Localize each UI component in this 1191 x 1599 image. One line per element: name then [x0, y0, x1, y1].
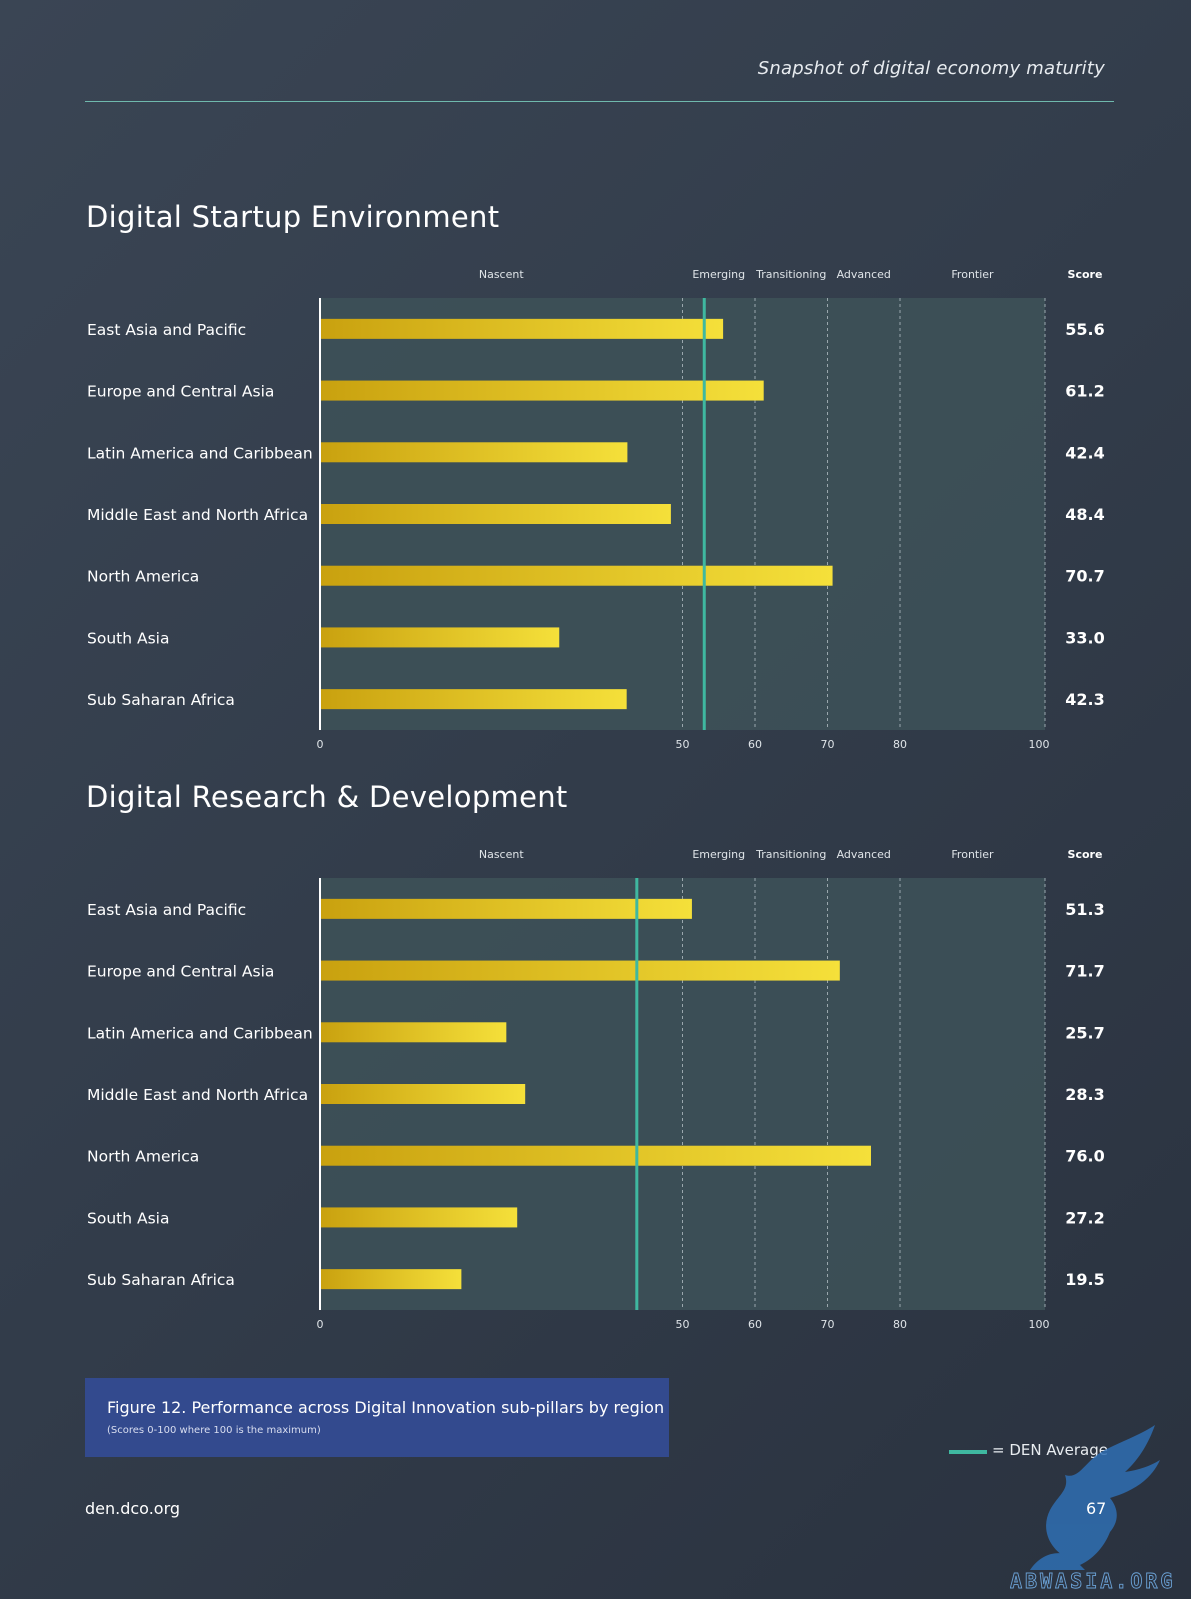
value-label: 55.6 [1065, 320, 1104, 339]
band-label-advanced: Advanced [837, 848, 891, 861]
score-header: Score [1068, 848, 1103, 861]
category-label: North America [87, 1148, 199, 1166]
category-label: Europe and Central Asia [87, 963, 274, 981]
category-label: North America [87, 568, 199, 586]
bar [320, 898, 692, 919]
category-label: Middle East and North Africa [87, 1086, 308, 1104]
chart-startup-environment: Nascent Emerging Transitioning Advanced Fron… [87, 268, 1105, 750]
bar [320, 689, 627, 710]
watermark: ABWASIA.ORG [1010, 1425, 1175, 1593]
category-label: Sub Saharan Africa [87, 691, 235, 709]
caption-title: Figure 12. Performance across Digital In… [107, 1398, 665, 1417]
bar [320, 627, 560, 648]
bar [320, 1269, 462, 1290]
score-header: Score [1068, 268, 1103, 281]
tick-label-60: 60 [748, 1318, 762, 1330]
tick-label-60: 60 [748, 738, 762, 750]
bar [320, 1022, 507, 1043]
value-label: 28.3 [1065, 1085, 1104, 1104]
band-label-frontier: Frontier [951, 268, 994, 281]
value-label: 19.5 [1065, 1270, 1104, 1289]
watermark-text: ABWASIA.ORG [1010, 1569, 1175, 1593]
header-divider [85, 101, 1114, 102]
category-label: South Asia [87, 629, 169, 647]
band-label-frontier: Frontier [951, 848, 994, 861]
chart-title-rnd: Digital Research & Development [86, 780, 568, 814]
chart-title-startup: Digital Startup Environment [86, 200, 500, 234]
value-label: 48.4 [1065, 505, 1104, 524]
bar [320, 504, 671, 524]
footer-url: den.dco.org [85, 1499, 181, 1518]
tick-label-100: 100 [1029, 738, 1050, 750]
category-label: South Asia [87, 1209, 169, 1227]
category-label: East Asia and Pacific [87, 901, 246, 919]
value-label: 61.2 [1065, 382, 1104, 401]
category-label: Latin America and Caribbean [87, 444, 313, 462]
category-label: Europe and Central Asia [87, 383, 274, 401]
bar [320, 960, 840, 981]
category-label: Sub Saharan Africa [87, 1271, 235, 1289]
band-label-nascent: Nascent [479, 268, 524, 281]
category-label: Latin America and Caribbean [87, 1024, 313, 1042]
value-label: 42.4 [1065, 443, 1104, 462]
griffin-logo-icon [1030, 1425, 1160, 1570]
bar [320, 318, 724, 339]
tick-label-80: 80 [893, 738, 907, 750]
value-label: 27.2 [1065, 1208, 1104, 1227]
band-label-transitioning: Transitioning [755, 848, 826, 861]
figure-caption: Figure 12. Performance across Digital In… [85, 1378, 669, 1457]
value-label: 33.0 [1065, 628, 1104, 647]
bar [320, 442, 628, 463]
tick-label-100: 100 [1029, 1318, 1050, 1330]
tick-label-70: 70 [821, 738, 835, 750]
legend-average-label: = DEN Average [992, 1441, 1108, 1459]
value-label: 70.7 [1065, 567, 1104, 586]
bar [320, 1145, 871, 1166]
value-label: 76.0 [1065, 1147, 1104, 1166]
tick-label-70: 70 [821, 1318, 835, 1330]
band-label-emerging: Emerging [692, 268, 745, 281]
chart-research-development: Nascent Emerging Transitioning Advanced Fron… [87, 848, 1105, 1330]
band-label-transitioning: Transitioning [755, 268, 826, 281]
value-label: 25.7 [1065, 1023, 1104, 1042]
page-number: 67 [1086, 1499, 1107, 1518]
bar [320, 380, 764, 401]
value-label: 42.3 [1065, 690, 1104, 709]
bar [320, 1084, 526, 1104]
tick-label-0: 0 [317, 1318, 324, 1330]
caption-subtitle: (Scores 0-100 where 100 is the maximum) [107, 1425, 321, 1436]
value-label: 71.7 [1065, 962, 1104, 981]
value-label: 51.3 [1065, 900, 1104, 919]
page-header-title: Snapshot of digital economy maturity [757, 58, 1105, 79]
band-label-emerging: Emerging [692, 848, 745, 861]
tick-label-80: 80 [893, 1318, 907, 1330]
category-label: East Asia and Pacific [87, 321, 246, 339]
bar [320, 1207, 518, 1228]
tick-label-0: 0 [317, 738, 324, 750]
tick-label-50: 50 [676, 1318, 690, 1330]
legend-average-swatch [949, 1450, 987, 1454]
band-label-nascent: Nascent [479, 848, 524, 861]
category-label: Middle East and North Africa [87, 506, 308, 524]
tick-label-50: 50 [676, 738, 690, 750]
band-label-advanced: Advanced [837, 268, 891, 281]
bar [320, 565, 833, 586]
